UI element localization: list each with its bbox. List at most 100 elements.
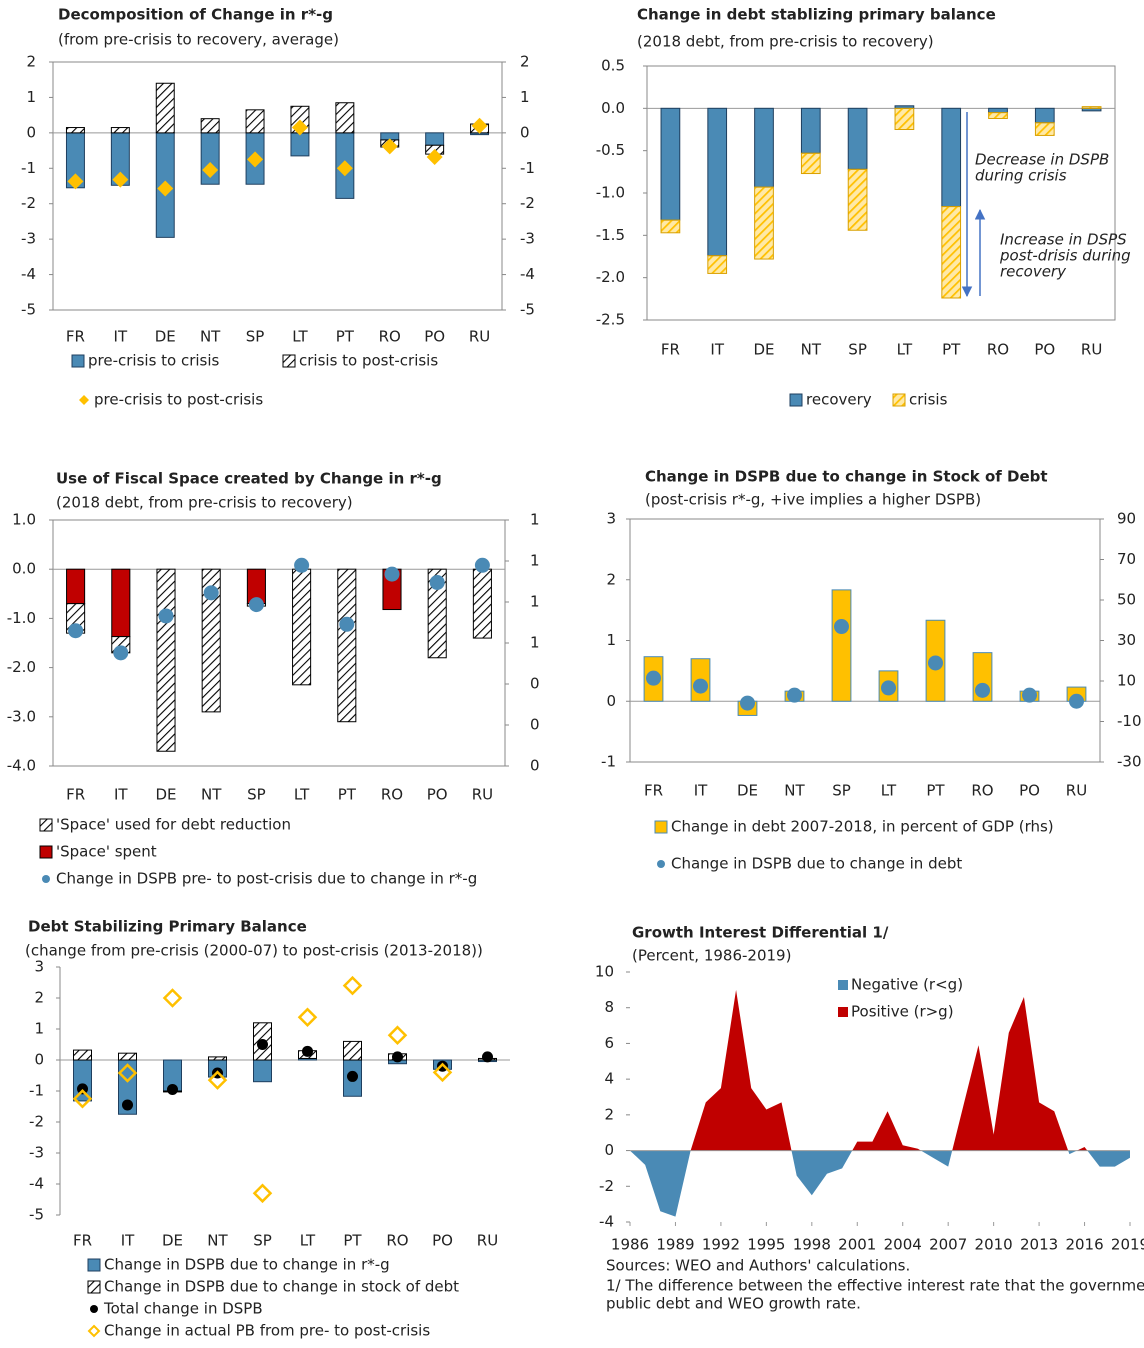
chart-title: Growth Interest Differential 1/	[632, 924, 889, 942]
legend-swatch	[42, 875, 50, 883]
bar	[73, 1059, 92, 1102]
legend-label: Change in DSPB due to change in debt	[671, 855, 962, 873]
y2-tick-label: 1	[530, 511, 540, 529]
legend-swatch	[892, 393, 906, 407]
y-tick-label: 0	[26, 123, 36, 141]
x-tick-label: PO	[1034, 341, 1055, 359]
bar	[245, 109, 265, 134]
chart-subtitle: (2018 debt, from pre-crisis to recovery)	[56, 494, 353, 512]
bar	[253, 1059, 272, 1083]
bar	[707, 255, 728, 274]
bar	[201, 568, 221, 713]
note: 1/ The difference between the effective …	[606, 1277, 1144, 1295]
dot	[787, 687, 802, 703]
x-tick-label: RU	[472, 786, 493, 804]
diamond	[117, 1063, 138, 1083]
dot	[68, 623, 84, 639]
x-tick-label: 1998	[793, 1236, 831, 1254]
x-tick-label: 1992	[702, 1236, 740, 1254]
y-tick-label: -1.5	[596, 226, 625, 244]
y2-tick-label: 1	[530, 552, 540, 570]
bar	[800, 107, 821, 154]
x-tick-label: RU	[469, 328, 490, 346]
chart-subtitle: (Percent, 1986-2019)	[632, 947, 791, 965]
dot	[740, 695, 755, 711]
y-tick-label: 1	[34, 1020, 44, 1038]
dot	[302, 1045, 313, 1057]
x-tick-label: LT	[300, 1232, 316, 1250]
x-tick-label: DE	[753, 341, 774, 359]
bar	[118, 1052, 137, 1061]
legend-swatch	[87, 1324, 101, 1338]
x-tick-label: 1986	[611, 1236, 649, 1254]
y-tick-label: 2	[606, 570, 616, 588]
x-tick-label: DE	[737, 782, 758, 800]
sources: Sources: WEO and Authors' calculations.	[606, 1257, 910, 1275]
y-tick-label: 2	[604, 1105, 614, 1123]
chart-subtitle: (from pre-crisis to recovery, average)	[58, 31, 339, 49]
y-tick-label: -2	[599, 1177, 614, 1195]
y-tick-label: 0	[606, 692, 616, 710]
x-tick-label: FR	[66, 328, 85, 346]
x-tick-label: PO	[432, 1232, 453, 1250]
y-tick-label: 0.0	[601, 99, 625, 117]
diamond	[207, 1070, 228, 1090]
annotation: Increase in DSPS	[1000, 231, 1127, 249]
chart-title: Debt Stabilizing Primary Balance	[28, 918, 307, 936]
legend-swatch	[789, 393, 803, 407]
x-tick-label: 2007	[929, 1236, 967, 1254]
y-tick-label: -1	[29, 1082, 44, 1100]
bar	[1034, 107, 1055, 124]
y-tick-label: -4.0	[7, 757, 36, 775]
bar	[290, 132, 310, 157]
diamond	[297, 1007, 318, 1027]
x-tick-label: PT	[343, 1232, 362, 1250]
y2-tick-label: 30	[1117, 631, 1136, 649]
dot	[693, 678, 708, 694]
dot	[429, 574, 445, 590]
bar	[941, 107, 962, 208]
bar	[427, 568, 447, 659]
plot-frame	[52, 61, 503, 311]
y-tick-label: -4	[599, 1213, 614, 1231]
x-tick-label: RO	[386, 1232, 408, 1250]
x-tick-label: NT	[207, 1232, 228, 1250]
legend-label: crisis	[909, 391, 948, 409]
bar	[847, 107, 868, 170]
area	[630, 989, 1130, 1151]
legend-swatch	[87, 1258, 101, 1272]
bar	[660, 107, 681, 221]
legend-swatch	[39, 845, 53, 859]
bar	[425, 132, 445, 146]
bar	[73, 1049, 92, 1061]
x-tick-label: RO	[987, 341, 1009, 359]
y-tick-label: -2.5	[596, 311, 625, 329]
chart-title: Use of Fiscal Space created by Change in…	[56, 470, 442, 488]
bar	[156, 568, 176, 752]
legend-swatch	[79, 395, 89, 405]
y-tick-label: -4	[29, 1175, 44, 1193]
y2-tick-label: 0	[530, 675, 540, 693]
dot	[834, 619, 849, 635]
diamond	[342, 975, 363, 996]
legend-swatch	[87, 1280, 101, 1294]
legend-swatch	[39, 818, 53, 832]
dot	[257, 1039, 268, 1050]
y2-tick-label: -4	[520, 265, 535, 283]
diamond	[202, 162, 219, 179]
diamond	[157, 180, 174, 197]
y-tick-label: -2.0	[596, 268, 625, 286]
y-tick-label: 4	[604, 1070, 614, 1088]
x-tick-label: NT	[200, 328, 221, 346]
y-tick-label: -0.5	[596, 141, 625, 159]
dot	[113, 645, 129, 661]
y2-tick-label: -2	[520, 194, 535, 212]
dot	[646, 670, 661, 686]
x-tick-label: SP	[832, 782, 851, 800]
y-tick-label: -5	[21, 301, 36, 319]
y2-tick-label: 0	[530, 757, 540, 775]
y-tick-label: 2	[34, 989, 44, 1007]
legend-label: Change in DSPB due to change in r*-g	[104, 1256, 390, 1274]
dot	[77, 1083, 88, 1095]
x-tick-label: LT	[881, 782, 897, 800]
